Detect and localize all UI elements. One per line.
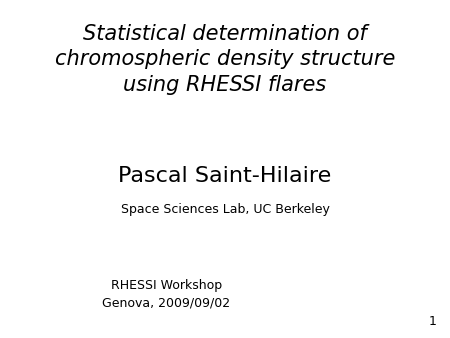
Text: 1: 1 <box>428 315 436 328</box>
Text: Pascal Saint-Hilaire: Pascal Saint-Hilaire <box>118 166 332 186</box>
Text: Statistical determination of
chromospheric density structure
using RHESSI flares: Statistical determination of chromospher… <box>55 24 395 95</box>
Text: RHESSI Workshop
Genova, 2009/09/02: RHESSI Workshop Genova, 2009/09/02 <box>103 279 230 309</box>
Text: Space Sciences Lab, UC Berkeley: Space Sciences Lab, UC Berkeley <box>121 203 329 216</box>
